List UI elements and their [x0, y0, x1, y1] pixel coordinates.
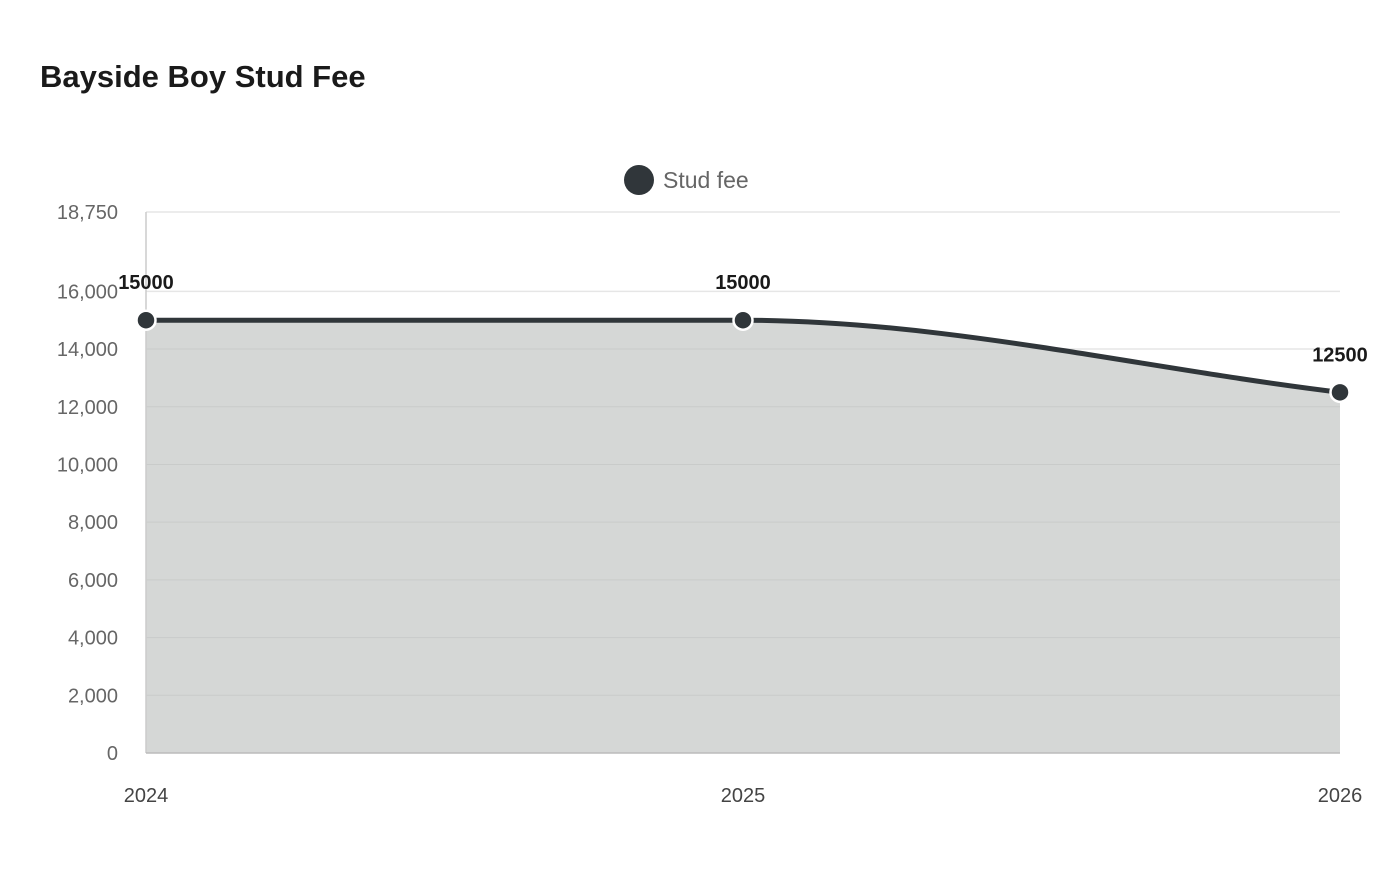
y-tick-label: 8,000: [68, 512, 118, 534]
y-tick-label: 4,000: [68, 628, 118, 650]
data-point: [1329, 381, 1351, 404]
legend-marker: [624, 165, 654, 195]
y-tick-label: 0: [107, 743, 118, 765]
axes: 0 2,000 4,000 6,000 8,000 10,000 12,000 14,000 1…: [57, 202, 1362, 807]
y-tick-label: 14,000: [57, 339, 118, 361]
data-point: [732, 309, 754, 331]
y-tick-label: 16,000: [57, 281, 118, 303]
chart-title: Bayside Boy Stud Fee: [40, 59, 366, 94]
data-label: 15000: [118, 272, 174, 294]
data-point: [135, 309, 157, 331]
legend: Stud fee: [624, 165, 749, 195]
area-fill-layer: [146, 320, 1340, 753]
x-tick-label: 2025: [721, 785, 766, 807]
data-label: 12500: [1312, 344, 1368, 366]
legend-label: Stud fee: [663, 167, 749, 193]
data-labels: 15000 15000 12500: [118, 272, 1368, 366]
y-tick-label: 18,750: [57, 202, 118, 224]
data-label: 15000: [715, 272, 771, 294]
y-tick-label: 10,000: [57, 454, 118, 476]
x-tick-label: 2026: [1318, 785, 1363, 807]
y-tick-label: 2,000: [68, 685, 118, 707]
y-tick-label: 6,000: [68, 570, 118, 592]
series-area: [146, 320, 1340, 753]
x-tick-label: 2024: [124, 785, 169, 807]
y-tick-label: 12,000: [57, 397, 118, 419]
data-points: [135, 309, 1351, 404]
